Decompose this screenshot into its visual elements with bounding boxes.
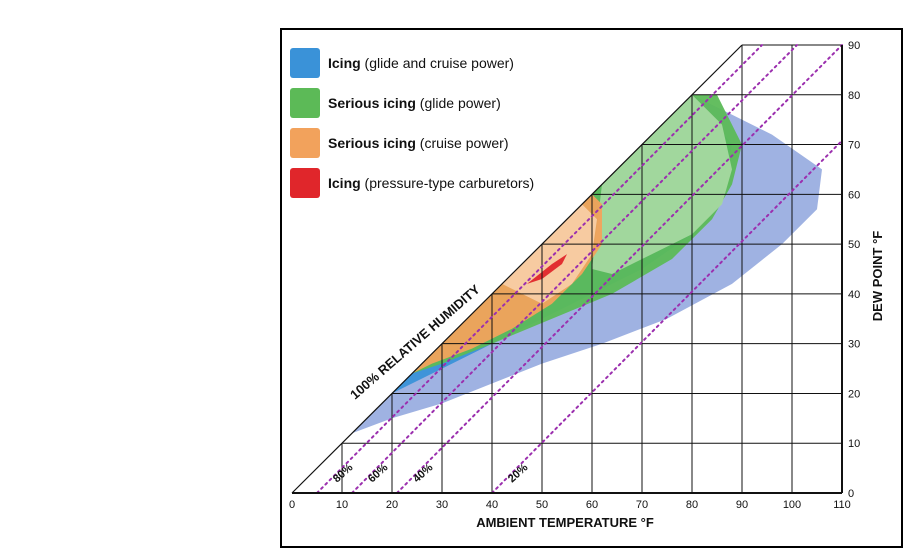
legend-swatch-2 (290, 128, 320, 158)
x-tick-label-20: 20 (386, 499, 398, 511)
x-tick-label-110: 110 (833, 499, 851, 511)
y-tick-label-0: 0 (848, 488, 854, 500)
y-tick-label-10: 10 (848, 438, 860, 450)
humidity-label-80: 80% (331, 461, 356, 485)
humidity-line-20 (491, 139, 843, 494)
x-tick-label-10: 10 (336, 499, 348, 511)
icing-region-6 (527, 254, 567, 284)
humidity-label-20: 20% (506, 461, 531, 485)
x-tick-label-30: 30 (436, 499, 448, 511)
icing-region-5 (502, 204, 597, 304)
x-tick-label-40: 40 (486, 499, 498, 511)
saturation-line (291, 44, 743, 494)
y-tick-label-30: 30 (848, 339, 860, 351)
humidity-label-40: 40% (411, 461, 436, 485)
legend-label-1: Serious icing (glide power) (328, 95, 501, 111)
x-axis-title: AMBIENT TEMPERATURE °F (476, 515, 654, 530)
x-tick-label-100: 100 (783, 499, 801, 511)
legend-label-3: Icing (pressure-type carburetors) (328, 175, 534, 191)
y-tick-label-60: 60 (848, 189, 860, 201)
legend-label-2: Serious icing (cruise power) (328, 135, 509, 151)
x-tick-label-60: 60 (586, 499, 598, 511)
y-tick-label-90: 90 (848, 40, 860, 52)
chart-frame: 80% 60% 40% 20% 0 10 20 30 40 50 60 70 80 90 100 110 0 1… (280, 28, 903, 548)
x-tick-label-50: 50 (536, 499, 548, 511)
legend-swatch-0 (290, 48, 320, 78)
y-axis-title: DEW POINT °F (870, 231, 885, 321)
x-tick-label-0: 0 (289, 499, 295, 511)
legend-swatch-1 (290, 88, 320, 118)
humidity-label-60: 60% (366, 461, 391, 485)
x-tick-label-90: 90 (736, 499, 748, 511)
y-tick-label-40: 40 (848, 289, 860, 301)
y-tick-label-50: 50 (848, 239, 860, 251)
y-tick-label-80: 80 (848, 90, 860, 102)
y-tick-label-70: 70 (848, 140, 860, 152)
x-tick-label-80: 80 (686, 499, 698, 511)
icing-region-3 (592, 94, 732, 274)
x-tick-label-70: 70 (636, 499, 648, 511)
legend-swatch-3 (290, 168, 320, 198)
carburetor-icing-chart: 80% 60% 40% 20% 0 10 20 30 40 50 60 70 80 90 100 11001… (289, 40, 885, 530)
y-tick-label-20: 20 (848, 388, 860, 400)
legend-label-0: Icing (glide and cruise power) (328, 55, 514, 71)
